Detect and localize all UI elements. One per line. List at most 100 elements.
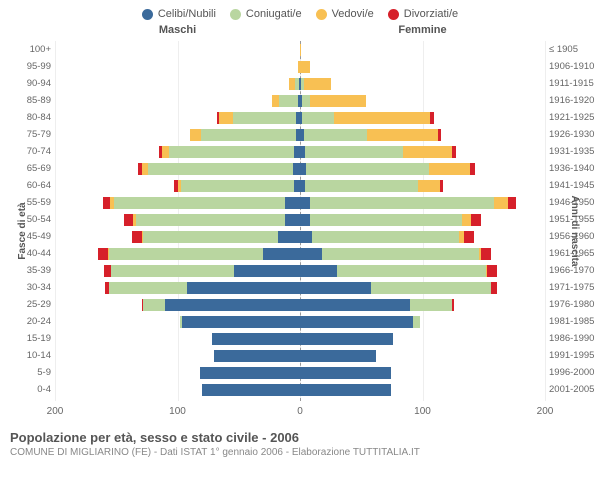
bar-segment (430, 112, 434, 124)
bar-segment (201, 129, 297, 141)
female-bar (300, 61, 545, 73)
pyramid-row (55, 347, 545, 364)
bar-segment (300, 231, 312, 243)
bar-segment (109, 282, 187, 294)
legend-swatch (316, 9, 327, 20)
birth-label: 1906-1910 (549, 58, 600, 75)
bar-segment (491, 282, 497, 294)
bar-segment (429, 163, 471, 175)
male-bar (55, 350, 300, 362)
birth-label: 2001-2005 (549, 381, 600, 398)
bar-segment (143, 231, 278, 243)
y-axis-birth-labels: ≤ 19051906-19101911-19151916-19201921-19… (545, 41, 600, 398)
legend-label: Vedovi/e (332, 8, 374, 20)
female-bar (300, 180, 545, 192)
bar-segment (293, 163, 300, 175)
bar-segment (305, 146, 403, 158)
legend-item: Divorziati/e (388, 8, 458, 20)
bar-segment (300, 44, 301, 56)
bar-segment (508, 197, 515, 209)
age-label: 85-89 (0, 92, 51, 109)
female-bar (300, 333, 545, 345)
male-bar (55, 163, 300, 175)
bar-segment (300, 384, 391, 396)
legend-item: Coniugati/e (230, 8, 302, 20)
bar-segment (132, 231, 142, 243)
bar-segment (187, 282, 300, 294)
bar-segment (462, 214, 472, 226)
birth-label: 1936-1940 (549, 160, 600, 177)
age-label: 90-94 (0, 75, 51, 92)
female-bar (300, 95, 545, 107)
x-tick: 200 (47, 406, 64, 417)
bar-segment (438, 129, 440, 141)
bar-segment (300, 248, 322, 260)
legend-swatch (230, 9, 241, 20)
chart-title: Popolazione per età, sesso e stato civil… (10, 430, 590, 445)
bar-segment (302, 95, 309, 107)
female-bar (300, 299, 545, 311)
header-male: Maschi (55, 24, 300, 36)
gender-headers: Maschi Femmine (0, 24, 600, 36)
female-bar (300, 248, 545, 260)
legend-swatch (142, 9, 153, 20)
female-bar (300, 350, 545, 362)
bar-segment (312, 231, 459, 243)
bar-segment (300, 316, 413, 328)
pyramid-row (55, 58, 545, 75)
bar-segment (304, 78, 331, 90)
bar-segment (202, 384, 300, 396)
bar-segment (234, 265, 300, 277)
male-bar (55, 316, 300, 328)
chart-subtitle: COMUNE DI MIGLIARINO (FE) - Dati ISTAT 1… (10, 447, 590, 458)
pyramid-row (55, 381, 545, 398)
x-axis: 2001000100200 (55, 406, 545, 420)
birth-label: 1941-1945 (549, 177, 600, 194)
bar-segment (111, 265, 234, 277)
legend-item: Celibi/Nubili (142, 8, 216, 20)
female-bar (300, 197, 545, 209)
birth-label: 1961-1965 (549, 245, 600, 262)
bar-segment (371, 282, 491, 294)
x-tick: 0 (297, 406, 303, 417)
male-bar (55, 299, 300, 311)
bar-segment (310, 214, 462, 226)
birth-label: 1981-1985 (549, 313, 600, 330)
x-tick: 200 (537, 406, 554, 417)
birth-label: 1986-1990 (549, 330, 600, 347)
bar-segment (285, 214, 300, 226)
footer: Popolazione per età, sesso e stato civil… (0, 426, 600, 458)
age-label: 55-59 (0, 194, 51, 211)
bar-segment (413, 316, 420, 328)
age-label: 40-44 (0, 245, 51, 262)
bar-segment (440, 180, 444, 192)
female-bar (300, 265, 545, 277)
bar-segment (403, 146, 452, 158)
bar-segment (109, 248, 263, 260)
bar-segment (471, 214, 481, 226)
age-label: 100+ (0, 41, 51, 58)
birth-label: 1971-1975 (549, 279, 600, 296)
legend-label: Divorziati/e (404, 8, 458, 20)
pyramid-row (55, 109, 545, 126)
male-bar (55, 248, 300, 260)
bar-segment (410, 299, 452, 311)
male-bar (55, 129, 300, 141)
pyramid-row (55, 92, 545, 109)
bar-rows (55, 41, 545, 401)
pyramid-row (55, 245, 545, 262)
bar-segment (487, 265, 497, 277)
bar-segment (300, 367, 391, 379)
bar-segment (322, 248, 479, 260)
pyramid-row (55, 177, 545, 194)
bar-segment (304, 129, 368, 141)
bar-segment (114, 197, 286, 209)
bar-segment (212, 333, 300, 345)
bar-segment (272, 95, 279, 107)
male-bar (55, 384, 300, 396)
bar-segment (98, 248, 108, 260)
bar-segment (285, 197, 300, 209)
birth-label: 1926-1930 (549, 126, 600, 143)
male-bar (55, 78, 300, 90)
pyramid-row (55, 41, 545, 58)
